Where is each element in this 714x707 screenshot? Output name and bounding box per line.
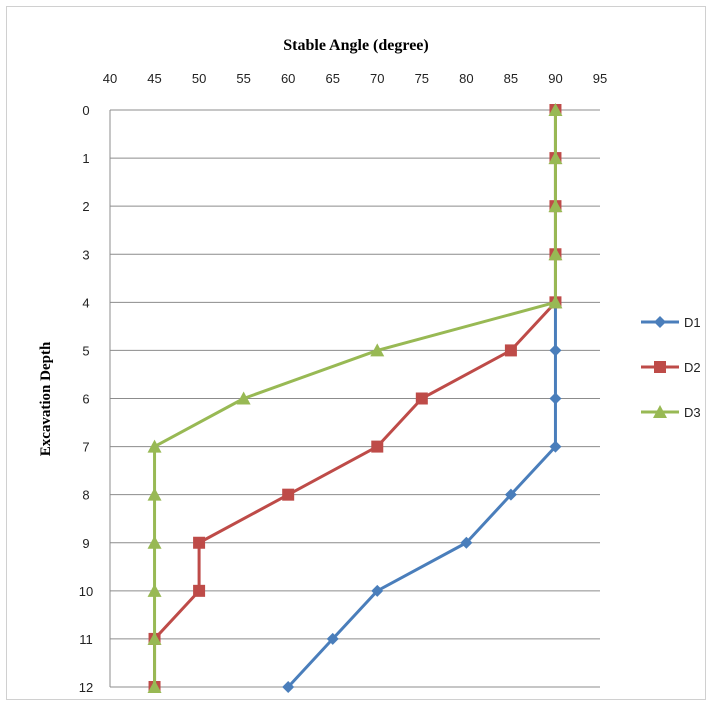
data-point-square	[193, 584, 206, 597]
legend-item-D2: D2	[641, 360, 701, 375]
y-tick-label: 7	[82, 440, 89, 455]
y-tick-label: 6	[82, 392, 89, 407]
data-point-triangle	[548, 247, 563, 261]
data-point-triangle	[653, 405, 667, 418]
x-tick-label: 90	[548, 71, 562, 86]
data-point-square	[415, 392, 428, 405]
x-tick-label: 65	[325, 71, 339, 86]
data-point-triangle	[548, 103, 563, 116]
data-point-triangle	[147, 583, 162, 597]
x-tick-label: 50	[192, 71, 206, 86]
series-D3	[147, 103, 563, 693]
data-point-triangle	[548, 199, 563, 213]
series-D1	[282, 296, 562, 693]
data-point-diamond	[549, 344, 562, 357]
data-point-square	[654, 361, 666, 373]
data-point-square	[282, 488, 295, 501]
y-tick-label: 2	[82, 199, 89, 214]
x-tick-label: 45	[147, 71, 161, 86]
legend: D1 D2 D3	[641, 315, 701, 420]
chart-title: Stable Angle (degree)	[283, 37, 428, 54]
x-tick-label: 55	[236, 71, 250, 86]
data-point-diamond	[549, 440, 562, 453]
y-tick-label: 11	[79, 632, 93, 647]
data-point-diamond	[282, 681, 295, 693]
y-tick-label: 5	[82, 343, 89, 358]
data-point-triangle	[370, 343, 385, 357]
data-point-diamond	[654, 316, 666, 328]
x-tick-label: 60	[281, 71, 295, 86]
y-tick-label: 3	[82, 247, 89, 262]
legend-label: D3	[684, 405, 701, 420]
y-tick-label: 8	[82, 488, 89, 503]
x-tick-label: 95	[593, 71, 607, 86]
y-axis-label: Excavation Depth	[38, 341, 54, 456]
chart-frame	[6, 6, 706, 700]
data-point-triangle	[147, 535, 162, 549]
data-point-triangle	[236, 391, 251, 405]
data-point-triangle	[147, 439, 162, 453]
y-tick-label: 10	[79, 584, 93, 599]
data-point-square	[193, 536, 206, 549]
data-point-square	[371, 440, 384, 453]
legend-item-D3: D3	[641, 405, 701, 420]
data-point-diamond	[371, 584, 384, 597]
y-tick-label: 1	[82, 151, 89, 166]
legend-label: D1	[684, 315, 701, 330]
data-point-triangle	[548, 151, 563, 165]
x-tick-label: 80	[459, 71, 473, 86]
data-point-triangle	[147, 680, 162, 693]
data-point-diamond	[504, 488, 517, 501]
data-point-diamond	[460, 536, 473, 549]
y-tick-label: 0	[82, 103, 89, 118]
data-point-triangle	[548, 295, 563, 309]
data-series	[147, 103, 563, 693]
data-point-diamond	[549, 392, 562, 405]
x-tick-label: 75	[415, 71, 429, 86]
x-tick-labels: 40 45 50 55 60 65 70 75 80 85 90 95	[103, 71, 607, 86]
y-tick-label: 12	[79, 680, 93, 695]
data-point-triangle	[147, 631, 162, 645]
x-tick-label: 70	[370, 71, 384, 86]
gridlines	[109, 109, 600, 688]
x-tick-label: 40	[103, 71, 117, 86]
y-tick-label: 9	[82, 536, 89, 551]
data-point-triangle	[147, 487, 162, 501]
legend-label: D2	[684, 360, 701, 375]
legend-item-D1: D1	[641, 315, 701, 330]
data-point-diamond	[326, 632, 339, 645]
y-tick-label: 4	[82, 295, 89, 310]
data-point-square	[504, 344, 517, 357]
x-tick-label: 85	[504, 71, 518, 86]
